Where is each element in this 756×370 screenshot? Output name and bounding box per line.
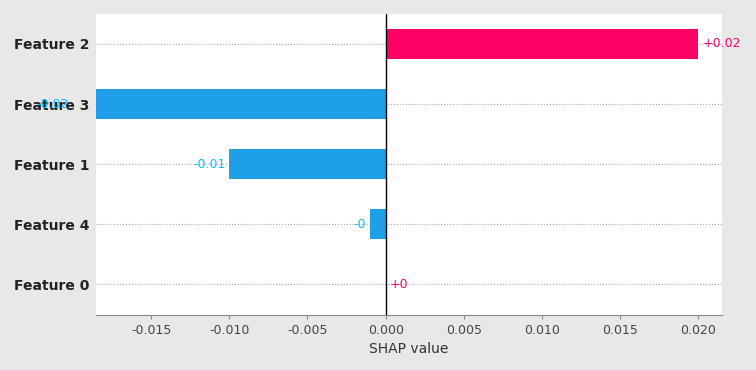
Text: +0.02: +0.02 — [702, 37, 741, 50]
Bar — [229, 149, 386, 179]
Text: -0.02: -0.02 — [36, 98, 69, 111]
Bar — [73, 89, 386, 119]
Bar — [370, 209, 386, 239]
Text: -0.01: -0.01 — [193, 158, 225, 171]
Bar — [386, 29, 699, 59]
X-axis label: SHAP value: SHAP value — [370, 342, 449, 356]
Text: -0: -0 — [354, 218, 366, 231]
Text: +0: +0 — [389, 278, 408, 291]
